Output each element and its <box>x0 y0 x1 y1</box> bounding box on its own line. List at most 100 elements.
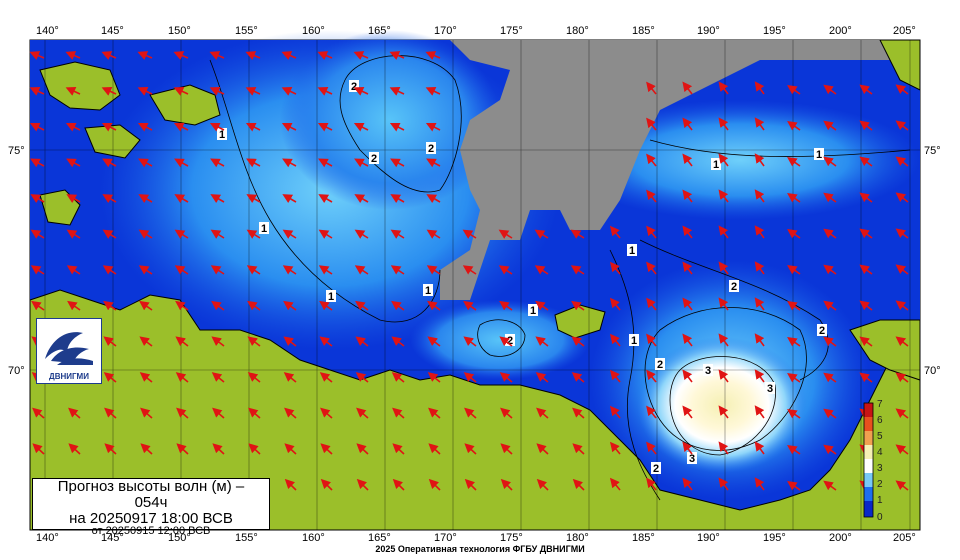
wave-arrow <box>247 336 261 347</box>
wave-arrow <box>356 407 369 419</box>
wave-arrow <box>682 81 693 95</box>
lat-label: 75° <box>8 145 25 157</box>
wave-direction-arrows <box>29 51 909 491</box>
wave-arrow <box>390 158 405 168</box>
wave-arrow <box>174 194 189 204</box>
lon-label: 140° <box>36 25 59 37</box>
colorbar-tick: 0 <box>877 512 883 523</box>
wave-arrow <box>609 405 621 419</box>
wave-arrow <box>175 300 189 311</box>
wave-arrow <box>284 443 297 455</box>
contour-label: 2 <box>651 462 661 475</box>
wave-arrow <box>353 122 369 132</box>
wave-arrow <box>282 194 297 204</box>
wave-arrow <box>499 336 513 347</box>
contour-label: 2 <box>505 334 515 347</box>
wave-arrow <box>102 265 117 275</box>
svg-text:1: 1 <box>713 159 719 171</box>
wave-arrow <box>176 443 189 455</box>
wave-arrow <box>718 405 729 419</box>
wave-arrow <box>571 300 585 311</box>
svg-text:1: 1 <box>629 245 635 257</box>
colorbar-swatch <box>864 459 873 473</box>
wave-arrow <box>103 300 117 311</box>
wave-arrow <box>281 122 297 132</box>
wave-arrow <box>682 405 693 419</box>
wave-arrow <box>392 443 405 455</box>
wave-arrow <box>138 265 153 275</box>
wave-arrow <box>718 441 729 455</box>
contour-label: 3 <box>765 382 775 395</box>
wave-arrow <box>718 225 729 239</box>
wave-arrow <box>355 336 369 347</box>
wave-arrow <box>246 158 261 168</box>
contour-label: 3 <box>703 364 713 377</box>
lon-label: 170° <box>434 532 457 544</box>
wave-arrow <box>682 153 693 167</box>
wave-arrow <box>31 300 45 311</box>
wave-arrow <box>102 229 117 239</box>
wave-arrow <box>609 477 621 491</box>
wave-arrow <box>103 372 117 383</box>
wave-arrow <box>173 51 189 60</box>
colorbar-swatch <box>864 445 873 459</box>
wave-arrow <box>646 189 657 203</box>
wave-arrow <box>282 265 297 275</box>
wave-arrow <box>30 265 45 275</box>
wave-arrow <box>682 189 693 203</box>
wave-arrow <box>895 336 909 347</box>
wave-arrow <box>823 408 837 419</box>
contour-label: 1 <box>627 244 637 257</box>
wave-arrow <box>895 84 909 95</box>
wave-arrow <box>67 300 81 311</box>
wave-arrow <box>646 477 657 491</box>
svg-text:1: 1 <box>530 305 536 317</box>
wave-arrow <box>427 372 441 383</box>
wave-arrow <box>499 300 513 311</box>
wave-arrow <box>498 229 513 239</box>
lon-label: 175° <box>500 532 523 544</box>
svg-text:3: 3 <box>705 365 711 377</box>
wave-arrow <box>787 84 801 95</box>
wave-arrow <box>284 478 297 491</box>
wave-arrow <box>210 158 225 168</box>
wave-arrow <box>245 87 261 96</box>
svg-text:1: 1 <box>631 335 637 347</box>
wave-arrow <box>895 444 909 455</box>
contour-lines <box>209 55 911 501</box>
wave-arrow <box>535 336 549 347</box>
wave-arrow <box>787 408 801 419</box>
wave-arrow <box>355 300 369 311</box>
wave-arrow <box>570 229 585 239</box>
svg-text:1: 1 <box>261 223 267 235</box>
contour-label: 2 <box>426 142 436 155</box>
svg-text:2: 2 <box>371 153 377 165</box>
footer-credit: 2025 Оперативная технология ФГБУ ДВНИГМИ <box>375 544 585 554</box>
wave-arrow <box>318 229 333 239</box>
wave-arrow <box>500 478 513 491</box>
wave-arrow <box>462 229 477 239</box>
wave-arrow <box>682 441 693 455</box>
colorbar-swatch <box>864 431 873 445</box>
lon-label: 165° <box>368 25 391 37</box>
contour-label: 2 <box>655 358 665 371</box>
wave-arrow <box>895 228 909 239</box>
wave-arrow <box>859 336 873 347</box>
contour-label: 3 <box>687 452 697 465</box>
wave-arrow <box>823 300 837 311</box>
wave-arrow <box>320 407 333 419</box>
wave-arrow <box>30 158 45 168</box>
wave-arrow <box>426 194 441 204</box>
wave-arrow <box>571 336 585 347</box>
wave-arrow <box>535 300 549 311</box>
wave-arrow <box>572 443 585 455</box>
svg-text:2: 2 <box>428 143 434 155</box>
wave-arrow <box>209 122 225 132</box>
wave-arrow <box>209 51 225 60</box>
wave-arrow <box>319 372 333 383</box>
wave-arrow <box>391 300 405 311</box>
wave-arrow <box>139 372 153 383</box>
wave-arrow <box>646 441 657 455</box>
latitude-labels: 75° 70° 75° 70° <box>8 145 941 377</box>
